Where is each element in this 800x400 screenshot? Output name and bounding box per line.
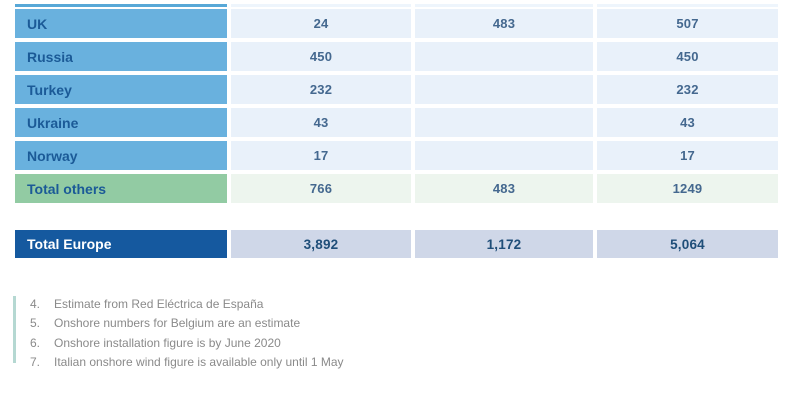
total-value: 232: [597, 75, 778, 104]
table-row-norway: Norway 17 17: [15, 141, 778, 170]
footnote-text: Italian onshore wind figure is available…: [54, 355, 344, 370]
row-label: Russia: [15, 42, 227, 71]
offshore-value: [415, 141, 593, 170]
row-label: Norway: [15, 141, 227, 170]
footnote-item: 7. Italian onshore wind figure is availa…: [30, 353, 344, 373]
offshore-value: [415, 75, 593, 104]
footnote-text: Estimate from Red Eléctrica de España: [54, 296, 264, 311]
total-value: 5,064: [597, 230, 778, 258]
row-label: Total others: [15, 174, 227, 203]
table-row-total-others: Total others 766 483 1249: [15, 174, 778, 203]
row-label: Turkey: [15, 75, 227, 104]
total-value: 450: [597, 42, 778, 71]
footnote-item: 6. Onshore installation figure is by Jun…: [30, 333, 344, 353]
offshore-value: 483: [415, 9, 593, 38]
total-value: 1249: [597, 174, 778, 203]
onshore-value: 232: [231, 75, 411, 104]
offshore-value: 483: [415, 174, 593, 203]
onshore-value: 450: [231, 42, 411, 71]
footnote-item: 4. Estimate from Red Eléctrica de España: [30, 294, 344, 314]
footnote-number: 6.: [30, 335, 41, 350]
table-row-russia: Russia 450 450: [15, 42, 778, 71]
clipped-top-row-label-cell: [15, 4, 227, 7]
offshore-value: [415, 108, 593, 137]
table-row-total-europe: Total Europe 3,892 1,172 5,064: [15, 230, 778, 258]
total-value: 507: [597, 9, 778, 38]
row-label: UK: [15, 9, 227, 38]
table-row-uk: UK 24 483 507: [15, 9, 778, 38]
footnote-text: Onshore numbers for Belgium are an estim…: [54, 316, 301, 331]
onshore-value: 3,892: [231, 230, 411, 258]
footnote-accent-bar: [13, 296, 16, 363]
total-value: 17: [597, 141, 778, 170]
clipped-top-row-cell: [231, 4, 411, 7]
footnote-item: 5. Onshore numbers for Belgium are an es…: [30, 314, 344, 334]
footnote-number: 4.: [30, 296, 41, 311]
footnotes-list: 4. Estimate from Red Eléctrica de España…: [30, 294, 344, 372]
clipped-top-row: [15, 4, 778, 7]
footnote-text: Onshore installation figure is by June 2…: [54, 335, 281, 350]
offshore-value: 1,172: [415, 230, 593, 258]
footnote-number: 7.: [30, 355, 41, 370]
table-row-ukraine: Ukraine 43 43: [15, 108, 778, 137]
table-row-turkey: Turkey 232 232: [15, 75, 778, 104]
clipped-top-row-cell: [415, 4, 593, 7]
footnote-number: 5.: [30, 316, 41, 331]
onshore-value: 17: [231, 141, 411, 170]
onshore-value: 24: [231, 9, 411, 38]
clipped-top-row-cell: [597, 4, 778, 7]
onshore-value: 766: [231, 174, 411, 203]
row-label: Ukraine: [15, 108, 227, 137]
row-label: Total Europe: [15, 230, 227, 258]
onshore-value: 43: [231, 108, 411, 137]
total-value: 43: [597, 108, 778, 137]
offshore-value: [415, 42, 593, 71]
